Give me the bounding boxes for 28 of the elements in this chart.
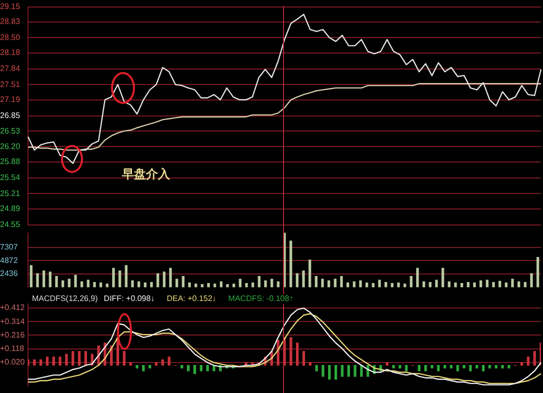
y-tick-label: +0.412	[0, 303, 26, 312]
y-tick-label: 29.15	[0, 2, 21, 12]
y-tick-label: +0.020	[0, 358, 26, 367]
y-tick-label: 4872	[0, 256, 18, 265]
annotation: 早盘介入	[121, 167, 171, 182]
y-tick-label: 2436	[0, 269, 18, 278]
text: DEA: +0.152↓	[166, 294, 216, 304]
y-tick-label: 25.21	[0, 188, 21, 198]
y-tick-label: 28.83	[0, 17, 21, 26]
y-tick-label: 28.18	[0, 48, 21, 58]
y-tick-label: 26.20	[0, 142, 21, 151]
y-tick-label: +0.216	[0, 330, 26, 340]
y-tick-label: 26.85	[0, 111, 21, 120]
text: DIFF: +0.098↓	[104, 294, 155, 304]
y-tick-label: 27.84	[0, 64, 21, 74]
y-tick-label: 28.50	[0, 32, 21, 42]
text: MACDFS: -0.108↑	[228, 294, 294, 304]
y-tick-label: 27.19	[0, 94, 21, 104]
y-tick-label: +0.118	[0, 344, 25, 354]
y-tick-label: +0.314	[0, 316, 26, 326]
y-tick-label: 24.55	[0, 220, 21, 230]
y-tick-label: 25.54	[0, 173, 21, 182]
chart-title: MACDFS(12,26,9)	[32, 294, 98, 304]
y-tick-label: 26.53	[0, 126, 21, 136]
y-tick-label: 7307	[0, 242, 18, 252]
y-tick-label: 25.88	[0, 157, 21, 166]
y-tick-label: 27.51	[0, 80, 21, 89]
y-tick-label: 24.89	[0, 204, 21, 214]
